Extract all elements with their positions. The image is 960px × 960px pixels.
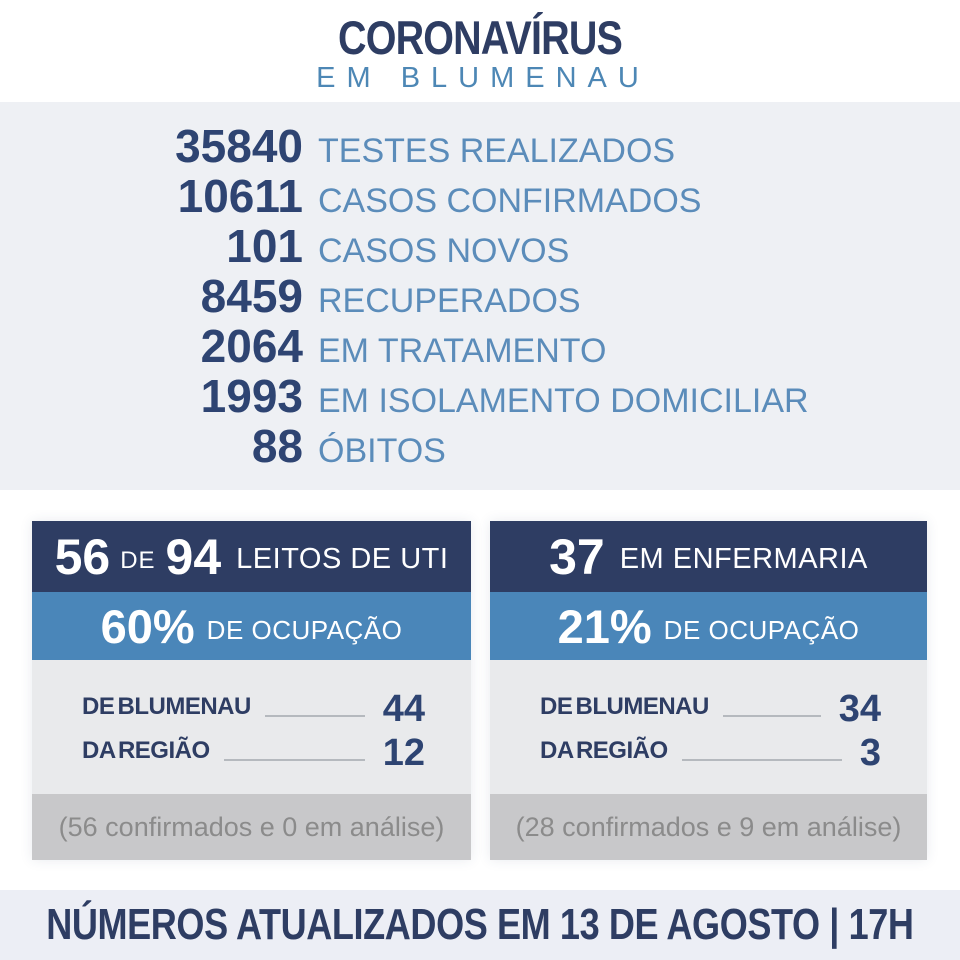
row-label: DA REGIÃO [82, 737, 210, 764]
stat-value: 8459 [200, 270, 303, 322]
uti-card: 56 DE 94 LEITOS DE UTI 60% DE OCUPAÇÃO D… [32, 521, 471, 860]
ward-occupancy-label: DE OCUPAÇÃO [663, 614, 860, 645]
row-value: 44 [382, 688, 425, 730]
ward-card-header: 37 EM ENFERMARIA [490, 521, 927, 592]
ward-card-body: DE BLUMENAU 34 DA REGIÃO 3 [490, 660, 927, 794]
uti-occupied-count: 56 [54, 528, 111, 585]
stat-row-recuperados: 8459 RECUPERADOS [0, 271, 960, 321]
stat-label: RECUPERADOS [318, 282, 581, 320]
update-bar-text: NÚMEROS ATUALIZADOS EM 13 DE AGOSTO | 17… [46, 900, 914, 949]
uti-footnote: (56 confirmados e 0 em análise) [32, 794, 471, 860]
page-title: CORONAVÍRUS [338, 11, 623, 64]
stat-row-novos: 101 CASOS NOVOS [0, 221, 960, 271]
stat-value: 88 [251, 420, 303, 472]
stat-row-isolamento: 1993 EM ISOLAMENTO DOMICILIAR [0, 371, 960, 421]
stat-value: 101 [226, 220, 303, 272]
row-label: DE BLUMENAU [82, 693, 251, 720]
page-subtitle: EM BLUMENAU [316, 62, 650, 94]
stat-value: 2064 [200, 320, 303, 372]
uti-occupancy-band: 60% DE OCUPAÇÃO [32, 592, 471, 660]
stat-row-obitos: 88 ÓBITOS [0, 421, 960, 471]
stat-row-testes: 35840 TESTES REALIZADOS [0, 121, 960, 171]
row-value: 3 [859, 732, 881, 774]
uti-row-regiao: DA REGIÃO 12 [82, 728, 425, 772]
uti-header-label: LEITOS DE UTI [236, 542, 449, 575]
row-value: 34 [838, 688, 881, 730]
stat-label: TESTES REALIZADOS [318, 132, 676, 170]
update-bar: NÚMEROS ATUALIZADOS EM 13 DE AGOSTO | 17… [0, 890, 960, 960]
uti-occupancy-label: DE OCUPAÇÃO [206, 614, 403, 645]
ward-row-regiao: DA REGIÃO 3 [540, 728, 881, 772]
dotted-leader-line [223, 759, 365, 761]
stat-row-tratamento: 2064 EM TRATAMENTO [0, 321, 960, 371]
stat-value: 35840 [175, 120, 303, 172]
stats-panel: 35840 TESTES REALIZADOS 10611 CASOS CONF… [0, 102, 960, 490]
stat-label: CASOS NOVOS [318, 232, 570, 270]
uti-occupancy-pct: 60% [100, 599, 195, 653]
dotted-leader-line [264, 715, 365, 717]
row-label: DA REGIÃO [540, 737, 668, 764]
ward-footnote: (28 confirmados e 9 em análise) [490, 794, 927, 860]
stat-value: 10611 [177, 170, 303, 222]
ward-card: 37 EM ENFERMARIA 21% DE OCUPAÇÃO DE BLUM… [490, 521, 927, 860]
ward-header-label: EM ENFERMARIA [619, 542, 868, 575]
ward-row-blumenau: DE BLUMENAU 34 [540, 684, 881, 728]
uti-card-body: DE BLUMENAU 44 DA REGIÃO 12 [32, 660, 471, 794]
row-label: DE BLUMENAU [540, 693, 709, 720]
stat-label: EM TRATAMENTO [318, 332, 607, 370]
dotted-leader-line [681, 759, 842, 761]
uti-capacity-count: 94 [165, 528, 222, 585]
uti-card-header: 56 DE 94 LEITOS DE UTI [32, 521, 471, 592]
stat-row-confirmados: 10611 CASOS CONFIRMADOS [0, 171, 960, 221]
stat-label: CASOS CONFIRMADOS [318, 182, 702, 220]
row-value: 12 [382, 732, 425, 774]
stat-label: EM ISOLAMENTO DOMICILIAR [318, 382, 809, 420]
uti-row-blumenau: DE BLUMENAU 44 [82, 684, 425, 728]
ward-occupancy-pct: 21% [557, 599, 652, 653]
ward-occupancy-band: 21% DE OCUPAÇÃO [490, 592, 927, 660]
uti-connector: DE [120, 546, 156, 574]
ward-count: 37 [549, 528, 605, 585]
stat-label: ÓBITOS [318, 432, 446, 470]
dotted-leader-line [722, 715, 821, 717]
stat-value: 1993 [200, 370, 303, 422]
title-block: CORONAVÍRUS EM BLUMENAU [0, 14, 960, 93]
